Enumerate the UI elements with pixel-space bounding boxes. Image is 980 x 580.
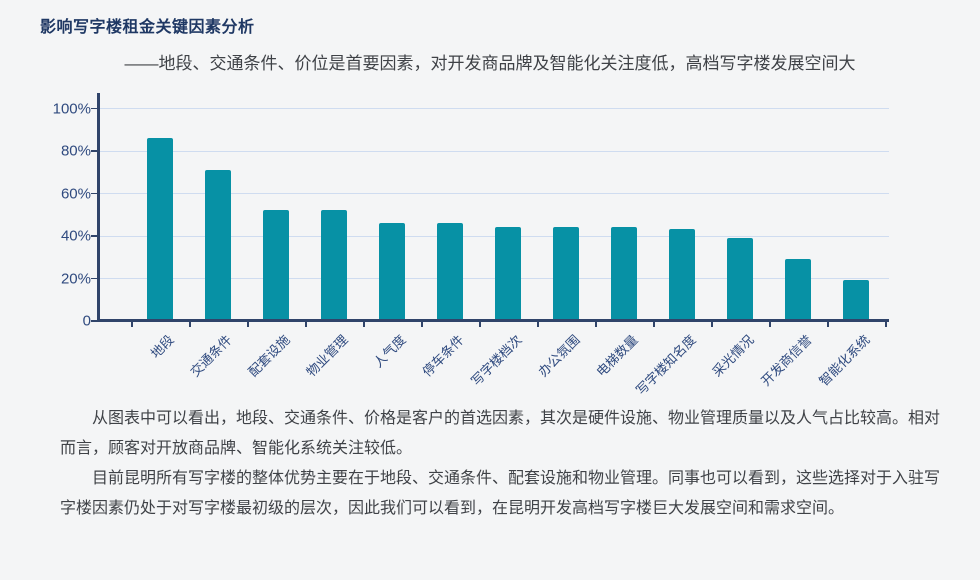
y-axis-label: 40%: [60, 227, 91, 245]
x-axis-tick: [131, 322, 133, 327]
x-axis-label-采光情况: 采光情况: [709, 332, 757, 380]
x-axis-tick: [769, 322, 771, 327]
x-axis-label-写字楼档次: 写字楼档次: [468, 332, 525, 389]
x-axis-label-交通条件: 交通条件: [187, 332, 235, 380]
page-title: 影响写字楼租金关键因素分析: [40, 19, 255, 36]
x-axis-label-写字楼知名度: 写字楼知名度: [632, 332, 699, 398]
bar-写字楼档次: [495, 227, 521, 321]
y-axis-tick: [91, 277, 97, 279]
x-axis-tick: [479, 322, 481, 327]
x-axis-tick: [827, 322, 829, 327]
x-axis-label-地段: 地段: [147, 332, 177, 362]
y-axis-tick: [91, 235, 97, 237]
bar-配套设施: [263, 210, 289, 321]
commentary-paragraph-1: 从图表中可以看出，地段、交通条件、价格是客户的首选因素，其次是硬件设施、物业管理…: [60, 410, 941, 457]
bar-开发商信誉: [785, 258, 811, 321]
bar-地段: [147, 137, 173, 321]
x-axis-tick: [247, 322, 249, 327]
y-axis-label: 80%: [60, 142, 91, 160]
y-axis-label: 20%: [60, 270, 91, 287]
x-axis-tick: [363, 322, 365, 327]
y-gridline: [100, 108, 889, 109]
x-axis-tick: [595, 322, 597, 327]
y-gridline: [100, 193, 889, 194]
bar-物业管理: [321, 210, 347, 321]
bar-办公氛围: [553, 227, 579, 321]
x-axis-tick: [537, 322, 539, 327]
y-axis-tick: [91, 320, 97, 322]
y-gridline: [100, 278, 889, 279]
x-axis-tick: [653, 322, 655, 327]
bar-交通条件: [205, 169, 231, 321]
bar-停车条件: [437, 222, 463, 321]
commentary-block: 从图表中可以看出，地段、交通条件、价格是客户的首选因素，其次是硬件设施、物业管理…: [60, 404, 940, 524]
x-axis-tick: [711, 322, 713, 327]
commentary-paragraph-2: 目前昆明所有写字楼的整体优势主要在于地段、交通条件、配套设施和物业管理。同事也可…: [60, 470, 941, 517]
y-gridline: [100, 150, 889, 152]
y-axis-label: 60%: [60, 185, 91, 202]
bar-采光情况: [727, 237, 753, 321]
x-axis-label-停车条件: 停车条件: [419, 332, 467, 380]
x-axis-label-办公氛围: 办公氛围: [535, 332, 583, 380]
y-axis-label: 0: [82, 312, 91, 330]
x-axis-tick: [189, 322, 191, 327]
x-axis-tick: [885, 322, 887, 327]
x-axis-label-电梯数量: 电梯数量: [593, 332, 641, 380]
y-gridline: [100, 235, 889, 237]
x-axis-line: [97, 319, 889, 322]
x-axis-label-开发商信誉: 开发商信誉: [758, 332, 815, 389]
y-axis-label: 100%: [52, 100, 91, 117]
bar-电梯数量: [611, 227, 637, 321]
y-axis-tick: [91, 107, 97, 109]
bar-人气度: [379, 222, 405, 321]
y-axis-tick: [91, 192, 97, 194]
bar-写字楼知名度: [669, 229, 695, 321]
x-axis-label-人气度: 人气度: [370, 332, 409, 371]
bar-智能化系统: [843, 280, 869, 321]
page-subtitle: ——地段、交通条件、价位是首要因素，对开发商品牌及智能化关注度低，高档写字楼发展…: [124, 54, 856, 73]
x-axis-tick: [421, 322, 423, 327]
x-axis-label-配套设施: 配套设施: [245, 332, 293, 380]
x-axis-label-智能化系统: 智能化系统: [816, 332, 873, 389]
y-axis-tick: [91, 150, 97, 152]
y-axis-line: [97, 93, 100, 322]
x-axis-tick: [305, 322, 307, 327]
x-axis-label-物业管理: 物业管理: [303, 332, 351, 380]
